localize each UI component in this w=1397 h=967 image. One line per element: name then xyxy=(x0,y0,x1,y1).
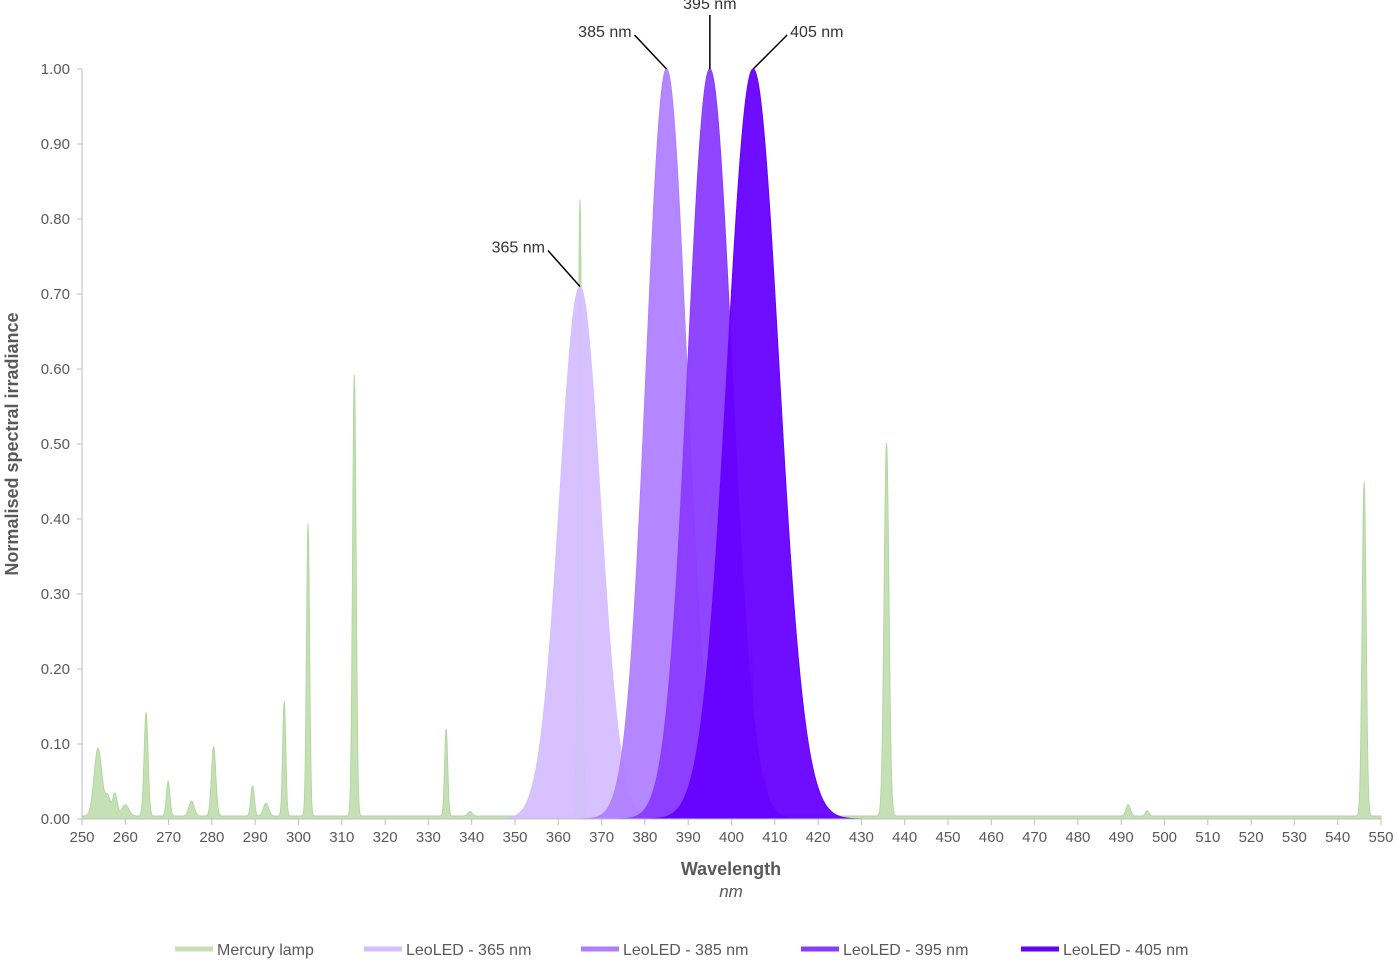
x-tick-label: 260 xyxy=(113,829,138,846)
x-tick-label: 330 xyxy=(416,829,441,846)
x-tick-label: 430 xyxy=(849,829,874,846)
x-ticks: 250 260 270 280 290 300 310 320 330 340 350 360 370 3… xyxy=(69,819,1394,846)
x-axis-unit: nm xyxy=(719,882,743,901)
y-tick-label: 0.90 xyxy=(41,136,70,153)
peak-label: 385 nm xyxy=(578,24,631,41)
x-tick-label: 290 xyxy=(243,829,268,846)
x-tick-label: 250 xyxy=(69,829,94,846)
x-tick-label: 410 xyxy=(762,829,787,846)
x-tick-label: 520 xyxy=(1239,829,1264,846)
y-tick-label: 0.50 xyxy=(41,436,70,453)
y-tick-label: 0.00 xyxy=(41,811,70,828)
x-axis-title: Wavelength xyxy=(681,859,781,879)
y-tick-label: 0.20 xyxy=(41,661,70,678)
x-tick-label: 450 xyxy=(935,829,960,846)
x-tick-label: 460 xyxy=(979,829,1004,846)
legend-label: LeoLED - 365 nm xyxy=(406,942,531,959)
y-tick-label: 0.60 xyxy=(41,361,70,378)
peak-label: 395 nm xyxy=(683,0,736,13)
legend-label: LeoLED - 405 nm xyxy=(1063,942,1188,959)
peak-leader-line xyxy=(752,34,788,70)
axis-layer: 0.00 0.10 0.20 0.30 0.40 0.50 0.60 0.70 0.80 0.90… xyxy=(41,61,1394,846)
y-tick-label: 0.80 xyxy=(41,211,70,228)
series-layer xyxy=(81,68,1382,820)
x-tick-label: 270 xyxy=(156,829,181,846)
x-tick-label: 340 xyxy=(459,829,484,846)
x-tick-label: 350 xyxy=(502,829,527,846)
peak-label: 365 nm xyxy=(492,240,545,257)
x-tick-label: 280 xyxy=(199,829,224,846)
peak-leader-line xyxy=(634,34,668,70)
x-tick-label: 500 xyxy=(1152,829,1177,846)
peak-leader-line xyxy=(547,250,581,287)
x-tick-label: 320 xyxy=(373,829,398,846)
legend-label: LeoLED - 395 nm xyxy=(843,942,968,959)
x-tick-label: 540 xyxy=(1325,829,1350,846)
y-tick-label: 0.30 xyxy=(41,586,70,603)
y-axis-title: Normalised spectral irradiance xyxy=(2,312,22,575)
peak-label: 405 nm xyxy=(790,24,843,41)
x-tick-label: 360 xyxy=(546,829,571,846)
x-tick-label: 470 xyxy=(1022,829,1047,846)
x-tick-label: 480 xyxy=(1065,829,1090,846)
x-tick-label: 420 xyxy=(806,829,831,846)
y-tick-label: 0.10 xyxy=(41,736,70,753)
y-tick-label: 0.70 xyxy=(41,286,70,303)
x-tick-label: 440 xyxy=(892,829,917,846)
y-ticks: 0.00 0.10 0.20 0.30 0.40 0.50 0.60 0.70 0.80 0.90… xyxy=(41,61,82,828)
annotation-layer: 365 nm 385 nm 395 nm 405 nm xyxy=(492,0,844,287)
x-tick-label: 300 xyxy=(286,829,311,846)
legend: Mercury lamp LeoLED - 365 nm LeoLED - 385 … xyxy=(175,942,1188,959)
x-tick-label: 380 xyxy=(632,829,657,846)
x-tick-label: 530 xyxy=(1282,829,1307,846)
y-tick-label: 0.40 xyxy=(41,511,70,528)
x-tick-label: 370 xyxy=(589,829,614,846)
legend-label: Mercury lamp xyxy=(217,942,314,959)
x-tick-label: 400 xyxy=(719,829,744,846)
legend-label: LeoLED - 385 nm xyxy=(623,942,748,959)
x-tick-label: 310 xyxy=(329,829,354,846)
x-tick-label: 510 xyxy=(1195,829,1220,846)
y-tick-label: 1.00 xyxy=(41,61,70,78)
x-tick-label: 390 xyxy=(676,829,701,846)
x-tick-label: 550 xyxy=(1368,829,1393,846)
x-tick-label: 490 xyxy=(1109,829,1134,846)
